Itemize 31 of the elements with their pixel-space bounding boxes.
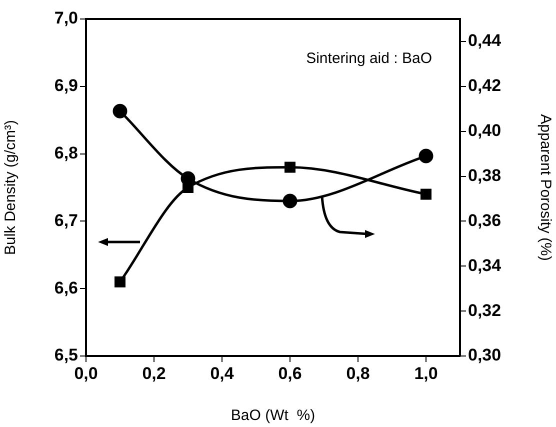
annotation: Sintering aid : BaO — [306, 50, 432, 68]
point — [114, 276, 126, 288]
y2-tick-label: 0,34 — [468, 256, 502, 275]
point — [418, 148, 434, 164]
point — [284, 162, 296, 173]
point — [420, 188, 432, 200]
x-tick-label: 0,6 — [278, 364, 302, 383]
point — [112, 104, 128, 118]
x-tick-label: 1,0 — [414, 364, 438, 383]
y2-tick-label: 0,36 — [468, 210, 502, 230]
y-tick-label: 6,7 — [54, 210, 78, 230]
x-axis-title: BaO (Wt %) — [230, 407, 316, 424]
y-tick-label: 7,0 — [54, 8, 78, 28]
x-tick-label: 0,8 — [346, 364, 370, 383]
y2-tick-label: 0,44 — [468, 31, 502, 50]
x-tick-label: 0,2 — [142, 364, 166, 383]
y-axis-title: Bulk Density (g/cm³) — [2, 120, 20, 256]
y2-axis-title: Apparent Porosity (%) — [536, 114, 554, 261]
y2-tick-label: 0,30 — [468, 346, 502, 365]
x-tick-label: 0,4 — [210, 364, 234, 383]
y2-tick-label: 0,32 — [468, 300, 502, 320]
y2-tick-label: 0,42 — [468, 76, 502, 96]
point — [282, 194, 298, 208]
y-tick-label: 6,6 — [54, 278, 78, 298]
y-tick-label: 6,8 — [54, 143, 78, 162]
y2-tick-label: 0,38 — [468, 166, 502, 185]
y-tick-label: 6,9 — [54, 76, 78, 96]
point — [182, 182, 194, 193]
x-tick-label: 0,0 — [74, 364, 98, 383]
y2-tick-label: 0,40 — [468, 121, 502, 140]
y-tick-label: 6,5 — [54, 346, 78, 365]
